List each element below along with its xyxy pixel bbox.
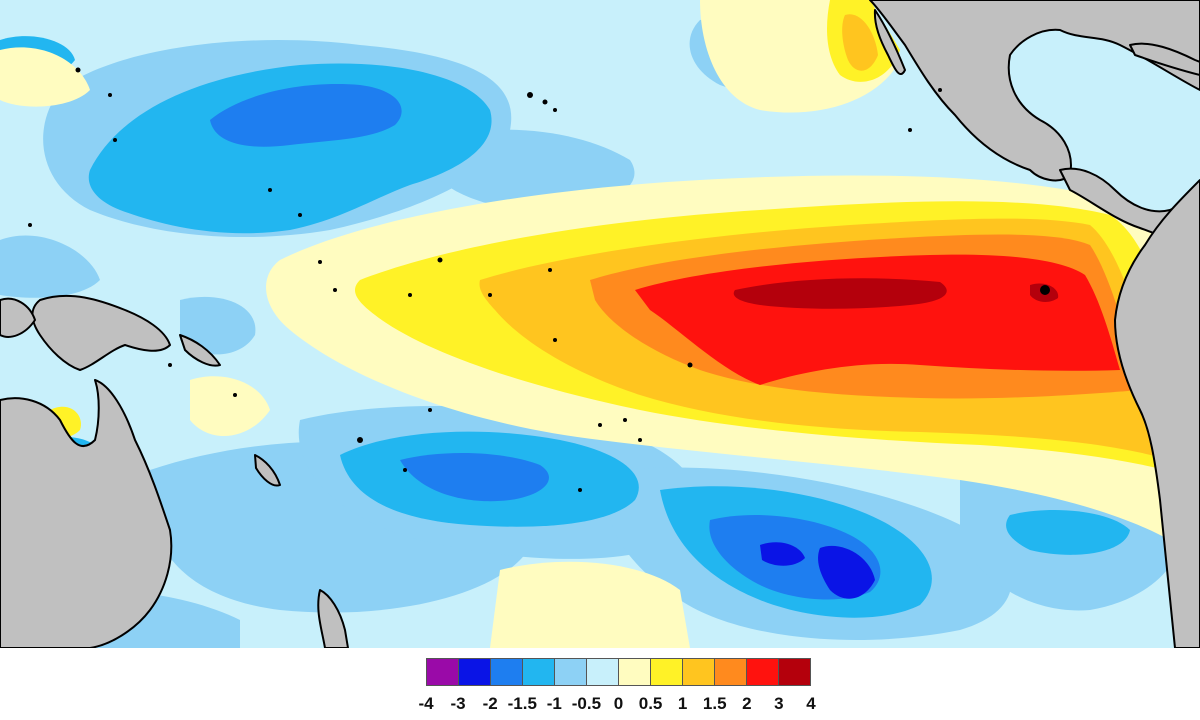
legend-swatch (651, 659, 683, 685)
anomaly-deep-blue (760, 542, 875, 599)
color-scale-legend: -4 -3 -2 -1.5 -1 -0.5 0 0.5 1 1.5 2 3 4 (0, 648, 1200, 720)
legend-tick-label: 0.5 (638, 694, 663, 713)
legend-swatch (491, 659, 523, 685)
legend-tick-labels: -4 -3 -2 -1.5 -1 -0.5 0 0.5 1 1.5 2 3 4 (418, 694, 815, 716)
legend-swatch (459, 659, 491, 685)
land-masses (0, 0, 1200, 648)
legend-swatch (747, 659, 779, 685)
pacific-islands (28, 67, 1050, 492)
legend-swatch (587, 659, 619, 685)
new-guinea-land (31, 294, 171, 371)
new-zealand-land (317, 589, 349, 648)
legend-swatch (427, 659, 459, 685)
legend-swatch (779, 659, 810, 685)
legend-tick-label: 1.5 (702, 694, 727, 713)
baja-land (873, 9, 906, 75)
legend-tick-label: -0.5 (571, 694, 602, 713)
vanuatu-land (254, 454, 281, 487)
cuba-land (1129, 42, 1200, 76)
south-america-land (1114, 179, 1200, 648)
legend-tick-label: 1 (677, 694, 688, 713)
legend-swatch (683, 659, 715, 685)
legend-tick-label: -3 (450, 694, 466, 713)
legend-tick-label: 2 (742, 694, 752, 713)
australia-land (0, 379, 173, 648)
solomon-islands-land (179, 334, 221, 367)
legend-tick-label: -4 (418, 694, 434, 713)
legend-swatch (523, 659, 555, 685)
legend-color-bar (426, 658, 811, 686)
sst-anomaly-map (0, 0, 1200, 648)
legend-swatch (715, 659, 747, 685)
anomaly-dark-red (733, 278, 1059, 309)
legend-tick-label: -1.5 (507, 694, 537, 713)
legend-swatch (555, 659, 587, 685)
legend-tick-label: 4 (806, 694, 816, 713)
legend-tick-label: 0 (613, 694, 624, 713)
legend-tick-label: -2 (482, 694, 498, 713)
indonesia-land (0, 297, 36, 338)
map-canvas (0, 0, 1200, 648)
legend-tick-label: 3 (774, 694, 784, 713)
legend-tick-label: -1 (546, 694, 562, 713)
legend-swatch (619, 659, 651, 685)
north-america-land (869, 0, 1200, 182)
